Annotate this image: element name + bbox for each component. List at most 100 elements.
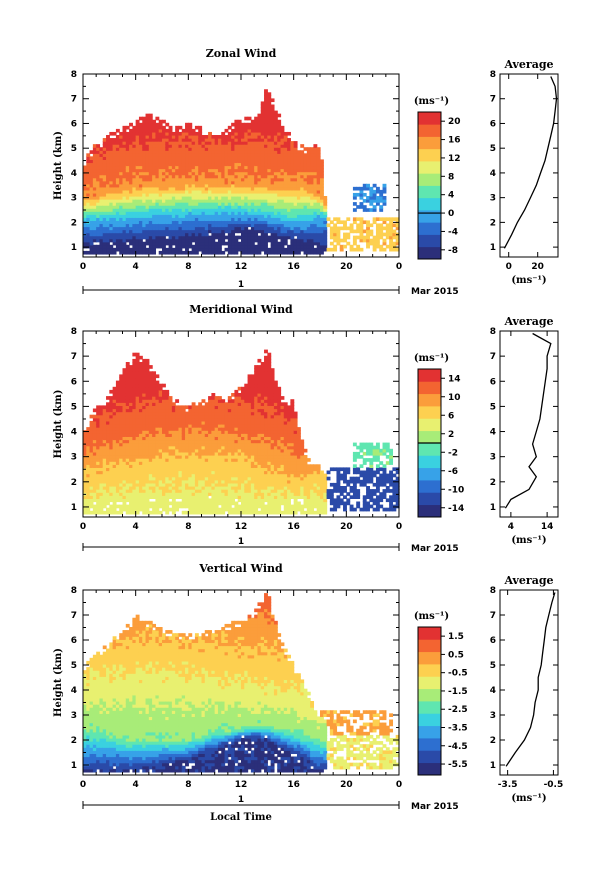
heatmap-cell bbox=[260, 229, 265, 234]
heatmap-cell bbox=[359, 238, 364, 243]
heatmap-cell bbox=[138, 241, 143, 246]
heatmap-cell bbox=[244, 202, 249, 206]
heatmap-cell bbox=[158, 244, 163, 249]
heatmap-cell bbox=[102, 186, 107, 191]
heatmap-cell bbox=[257, 247, 262, 252]
heatmap-cell bbox=[181, 199, 186, 203]
heatmap-cell bbox=[280, 238, 285, 243]
heatmap-cell bbox=[119, 229, 124, 234]
heatmap-cell bbox=[125, 247, 130, 252]
heatmap-cell bbox=[135, 192, 140, 197]
heatmap-cell bbox=[211, 501, 216, 506]
heatmap-cell bbox=[89, 250, 94, 255]
heatmap-cell bbox=[204, 238, 209, 243]
heatmap-cell bbox=[119, 220, 124, 225]
heatmap-cell bbox=[320, 232, 324, 237]
heatmap-cell bbox=[300, 235, 305, 240]
heatmap-cell bbox=[92, 229, 97, 234]
heatmap-cell bbox=[224, 138, 229, 142]
heatmap-cell bbox=[359, 223, 364, 228]
heatmap-cell bbox=[129, 214, 133, 218]
heatmap-cell bbox=[162, 208, 166, 212]
heatmap-cell bbox=[109, 498, 114, 503]
heatmap-cell bbox=[316, 241, 321, 246]
heatmap-cell bbox=[247, 165, 252, 170]
heatmap-cell bbox=[194, 442, 199, 447]
heatmap-cell bbox=[221, 229, 226, 234]
heatmap-cell bbox=[106, 162, 110, 167]
heatmap-cell bbox=[194, 165, 199, 170]
heatmap-cell bbox=[392, 241, 397, 246]
heatmap-cell bbox=[122, 241, 127, 246]
heatmap-cell bbox=[359, 229, 364, 234]
heatmap-cell bbox=[181, 448, 186, 453]
heatmap-cell bbox=[221, 448, 226, 453]
heatmap-cell bbox=[366, 232, 370, 237]
heatmap-cell bbox=[142, 247, 147, 252]
heatmap-cell bbox=[148, 467, 153, 472]
heatmap-cell bbox=[194, 411, 199, 416]
heatmap-cell bbox=[89, 177, 94, 182]
heatmap-cell bbox=[148, 192, 153, 197]
heatmap-cell bbox=[132, 250, 137, 255]
heatmap-cell bbox=[303, 244, 308, 249]
heatmap-cell bbox=[188, 205, 193, 209]
heatmap-cell bbox=[92, 439, 97, 444]
heatmap-cell bbox=[204, 420, 209, 425]
colorbar-segment bbox=[418, 210, 441, 223]
heatmap-cell bbox=[234, 159, 239, 164]
heatmap-cell bbox=[96, 153, 101, 157]
heatmap-cell bbox=[306, 183, 311, 188]
heatmap-cell bbox=[181, 492, 186, 496]
heatmap-cell bbox=[204, 150, 209, 154]
heatmap-cell bbox=[96, 238, 101, 243]
heatmap-cell bbox=[208, 451, 212, 456]
heatmap-cell bbox=[119, 417, 124, 422]
heatmap-cell bbox=[204, 470, 209, 475]
heatmap-cell bbox=[178, 492, 183, 496]
heatmap-cell bbox=[221, 492, 226, 496]
heatmap-cell bbox=[119, 250, 124, 255]
heatmap-cell bbox=[257, 128, 262, 133]
heatmap-cell bbox=[201, 498, 206, 503]
heatmap-cell bbox=[152, 489, 157, 493]
heatmap-cell bbox=[122, 445, 127, 450]
heatmap-cell bbox=[155, 479, 160, 484]
heatmap-cell bbox=[109, 442, 114, 447]
heatmap-cell bbox=[280, 217, 285, 221]
heatmap-cell bbox=[175, 211, 180, 215]
profile-unit: (ms⁻¹) bbox=[511, 275, 546, 286]
heatmap-cell bbox=[135, 147, 140, 151]
heatmap-cell bbox=[267, 144, 272, 148]
heatmap-cell bbox=[214, 510, 219, 515]
heatmap-cell bbox=[185, 122, 189, 127]
heatmap-cell bbox=[145, 380, 150, 385]
heatmap-cell bbox=[303, 229, 308, 234]
heatmap-cell bbox=[250, 202, 255, 206]
heatmap-cell bbox=[152, 226, 157, 231]
heatmap-cell bbox=[204, 492, 209, 496]
heatmap-cell bbox=[287, 147, 291, 151]
heatmap-cell bbox=[132, 455, 137, 459]
heatmap-cell bbox=[155, 414, 160, 419]
heatmap-cell bbox=[119, 162, 124, 167]
heatmap-cell bbox=[241, 165, 245, 170]
heatmap-cell bbox=[208, 144, 212, 148]
heatmap-cell bbox=[188, 495, 193, 499]
heatmap-cell bbox=[366, 208, 370, 212]
heatmap-cell bbox=[290, 217, 295, 221]
heatmap-cell bbox=[175, 165, 180, 170]
heatmap-cell bbox=[158, 492, 163, 496]
heatmap-cell bbox=[300, 205, 305, 209]
heatmap-cell bbox=[194, 492, 199, 496]
profile-line bbox=[503, 76, 558, 249]
heatmap-cell bbox=[109, 156, 114, 160]
heatmap-cell bbox=[201, 174, 206, 179]
heatmap-cell bbox=[379, 217, 384, 221]
heatmap-cell bbox=[148, 205, 153, 209]
heatmap-cell bbox=[148, 229, 153, 234]
heatmap-cell bbox=[162, 186, 166, 191]
colorbar-segment bbox=[418, 161, 441, 174]
heatmap-cell bbox=[234, 196, 239, 200]
heatmap-cell bbox=[204, 473, 209, 478]
